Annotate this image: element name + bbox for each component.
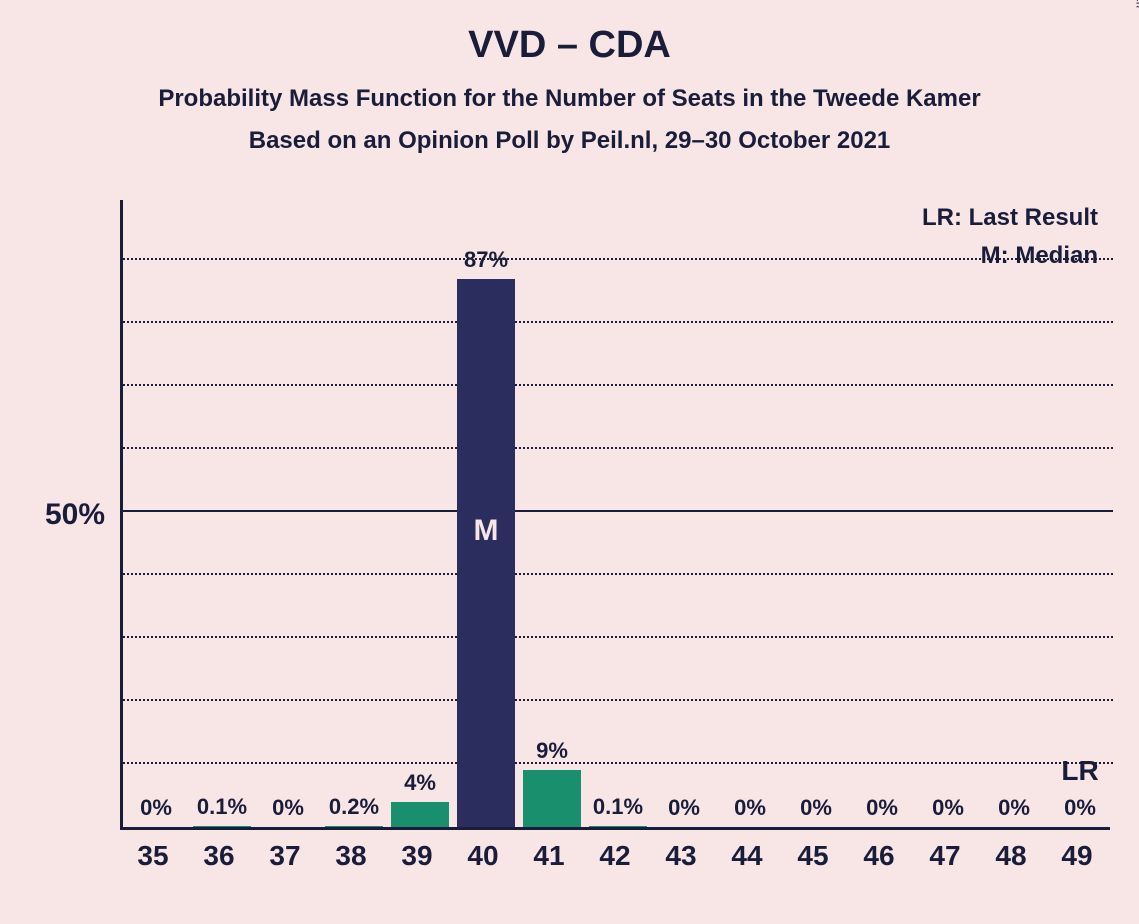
x-tick-label: 49 bbox=[1061, 840, 1092, 872]
bar-value-label: 0% bbox=[1064, 795, 1096, 821]
bar-value-label: 0.1% bbox=[593, 794, 643, 820]
gridline-minor bbox=[123, 636, 1113, 638]
x-tick-label: 48 bbox=[995, 840, 1026, 872]
gridline-minor bbox=[123, 573, 1113, 575]
chart-container: VVD – CDA Probability Mass Function for … bbox=[0, 0, 1139, 924]
bar-value-label: 4% bbox=[404, 770, 436, 796]
y-axis-label: 50% bbox=[45, 498, 105, 532]
bar-value-label: 0% bbox=[800, 795, 832, 821]
chart-title: VVD – CDA bbox=[0, 0, 1139, 67]
bar-value-label: 87% bbox=[464, 247, 508, 273]
gridline-minor bbox=[123, 321, 1113, 323]
bar-value-label: 0% bbox=[866, 795, 898, 821]
bar-value-label: 9% bbox=[536, 738, 568, 764]
bar-value-label: 0% bbox=[272, 795, 304, 821]
gridline-minor bbox=[123, 384, 1113, 386]
gridline-minor bbox=[123, 699, 1113, 701]
chart-subtitle-2: Based on an Opinion Poll by Peil.nl, 29–… bbox=[0, 113, 1139, 155]
x-tick-label: 45 bbox=[797, 840, 828, 872]
bar bbox=[457, 279, 515, 827]
chart-subtitle-1: Probability Mass Function for the Number… bbox=[0, 67, 1139, 113]
x-tick-label: 44 bbox=[731, 840, 762, 872]
chart-area: LR: Last Result M: Median 0%0.1%0%0.2%4%… bbox=[120, 200, 1110, 830]
lr-marker: LR bbox=[1061, 755, 1098, 787]
median-marker: M bbox=[474, 514, 499, 548]
bar-value-label: 0% bbox=[140, 795, 172, 821]
x-tick-label: 37 bbox=[269, 840, 300, 872]
bar-value-label: 0% bbox=[932, 795, 964, 821]
bar bbox=[193, 826, 251, 827]
bar-value-label: 0% bbox=[734, 795, 766, 821]
gridline-minor bbox=[123, 762, 1113, 764]
bar bbox=[589, 826, 647, 827]
x-tick-label: 39 bbox=[401, 840, 432, 872]
x-tick-label: 35 bbox=[137, 840, 168, 872]
bar-value-label: 0.2% bbox=[329, 794, 379, 820]
x-tick-label: 47 bbox=[929, 840, 960, 872]
bar-value-label: 0.1% bbox=[197, 794, 247, 820]
gridline-minor bbox=[123, 447, 1113, 449]
plot-area: 0% 0.1% 0% 0.2% 4% 87% M 9% 0.1% 0% 0% 0% 0% 0% 0% 0% LR bbox=[120, 200, 1110, 830]
x-tick-label: 41 bbox=[533, 840, 564, 872]
x-tick-label: 40 bbox=[467, 840, 498, 872]
bar bbox=[325, 826, 383, 827]
gridline-minor bbox=[123, 258, 1113, 260]
copyright-text: © 2021 Filip van Laenen bbox=[1133, 0, 1139, 8]
x-tick-label: 43 bbox=[665, 840, 696, 872]
bar-value-label: 0% bbox=[668, 795, 700, 821]
x-tick-label: 36 bbox=[203, 840, 234, 872]
bar bbox=[523, 770, 581, 827]
x-tick-label: 42 bbox=[599, 840, 630, 872]
x-tick-label: 38 bbox=[335, 840, 366, 872]
bar-value-label: 0% bbox=[998, 795, 1030, 821]
bar bbox=[391, 802, 449, 827]
gridline-major bbox=[123, 510, 1113, 512]
x-tick-label: 46 bbox=[863, 840, 894, 872]
